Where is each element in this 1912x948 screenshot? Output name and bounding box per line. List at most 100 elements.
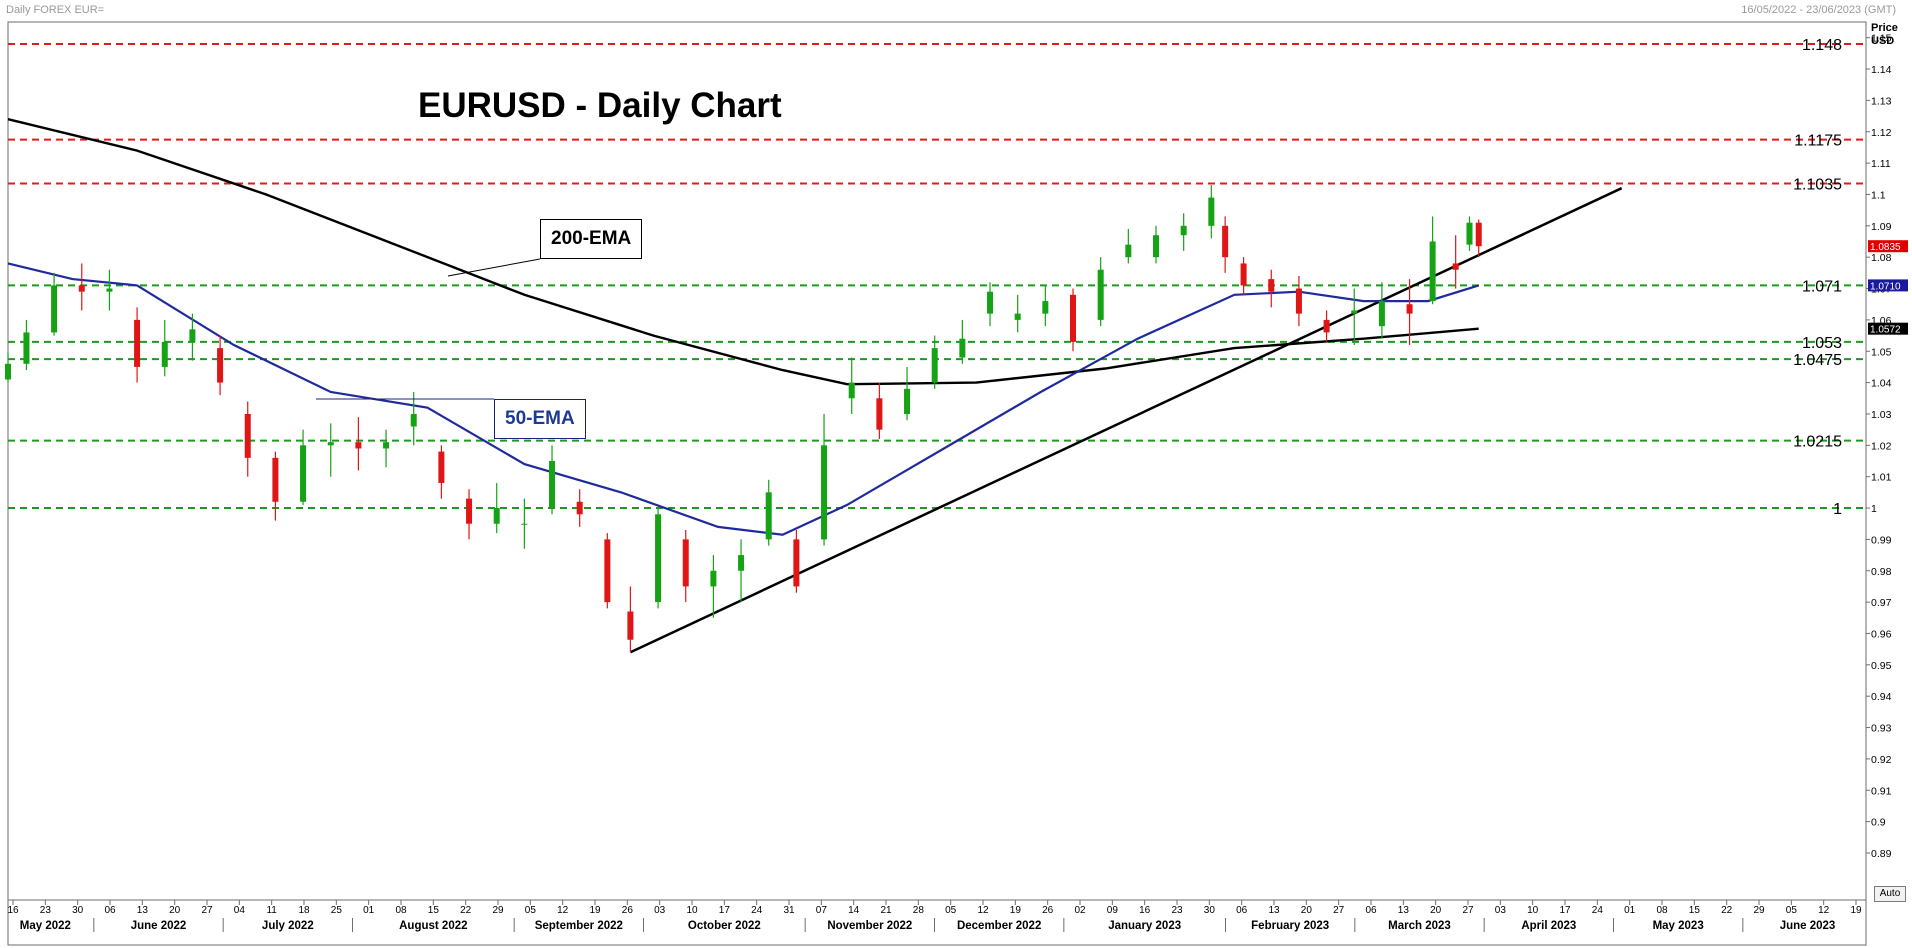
y-tick-label: 1.11 [1871, 158, 1891, 170]
y-tick-label: 0.91 [1871, 785, 1892, 797]
candle-up [161, 341, 168, 367]
candle-down [466, 498, 473, 524]
price-axis-label-line2: USD [1871, 35, 1895, 47]
candle-down [272, 457, 279, 502]
x-day-label: 19 [1010, 905, 1022, 916]
y-tick-label: 1 [1871, 503, 1877, 515]
trendline-layer [629, 187, 1623, 654]
x-day-label: 01 [363, 905, 375, 916]
candle-up [765, 492, 772, 540]
ema200-leader [447, 258, 541, 277]
ema200-line [7, 118, 1479, 386]
candle-up [1097, 269, 1104, 320]
candle-up [1042, 301, 1049, 314]
candle-up [23, 332, 30, 364]
x-day-label: 03 [654, 905, 666, 916]
x-month-label: May 2023 [1653, 920, 1704, 932]
candle-up [106, 288, 113, 292]
candle-down [134, 319, 141, 367]
x-day-label: 29 [492, 905, 504, 916]
x-day-label: 16 [1139, 905, 1151, 916]
candle-up [655, 514, 662, 603]
x-month-label: June 2023 [1780, 920, 1836, 932]
x-day-label: 29 [1753, 905, 1765, 916]
candle-up [987, 291, 994, 314]
x-day-label: 13 [1398, 905, 1410, 916]
candle-up [904, 388, 911, 414]
support-label: 1 [1833, 501, 1842, 518]
x-month-label: July 2022 [262, 920, 314, 932]
x-day-label: 13 [1268, 905, 1280, 916]
x-day-label: 27 [1462, 905, 1474, 916]
x-day-label: 20 [1430, 905, 1442, 916]
x-day-label: 20 [1301, 905, 1313, 916]
x-day-label: 23 [1171, 905, 1183, 916]
y-tick-label: 0.95 [1871, 660, 1892, 672]
x-day-label: 26 [622, 905, 634, 916]
candle-up [327, 442, 334, 446]
x-day-label: 31 [783, 905, 795, 916]
price-tag-box [1868, 279, 1908, 292]
price-axis-label: Price USD [1871, 22, 1898, 48]
axis-frame [7, 899, 1867, 946]
x-day-label: 27 [201, 905, 213, 916]
candle-up [821, 445, 828, 540]
ema50-line [7, 262, 1480, 536]
price-axis-label-line1: Price [1871, 22, 1898, 34]
candle-down [438, 451, 445, 483]
price-tag-label: 1.0710 [1870, 281, 1901, 292]
candle-down [1295, 288, 1302, 314]
resistance-label: 1.1175 [1794, 133, 1842, 150]
candle-up [549, 461, 556, 509]
x-day-label: 27 [1333, 905, 1345, 916]
y-tick-label: 0.98 [1871, 566, 1892, 578]
candle-down [682, 539, 689, 587]
resistance-label: 1.148 [1802, 37, 1842, 54]
candle-down [1452, 263, 1459, 270]
candle-layer [5, 185, 1482, 653]
candle-down [244, 413, 251, 458]
auto-scale-button[interactable]: Auto [1874, 886, 1906, 902]
candle-down [876, 398, 883, 430]
candle-up [1180, 225, 1187, 236]
y-tick-label: 1.12 [1871, 127, 1892, 139]
candle-down [1222, 225, 1229, 258]
x-day-label: 12 [1818, 905, 1830, 916]
x-day-label: 24 [1592, 905, 1604, 916]
x-day-label: 05 [1786, 905, 1798, 916]
x-day-label: 21 [880, 905, 892, 916]
candle-down [1475, 222, 1482, 247]
support-label: 1.053 [1802, 335, 1842, 352]
support-label: 1.071 [1802, 278, 1842, 295]
time-axis: 16 23 30 06 13 20 27 04 11 18 25 01 08 15 22 29 05 12 19 26… [7, 900, 1862, 932]
candle-up [1466, 222, 1473, 245]
y-tick-label: 1.05 [1871, 346, 1892, 358]
price-ticks: 0.89 0.9 0.91 0.92 0.93 0.94 0.95 0.96 0.97 0.98 0… [1866, 33, 1892, 860]
candle-down [627, 611, 634, 640]
y-tick-label: 0.96 [1871, 628, 1892, 640]
x-day-label: 22 [460, 905, 472, 916]
x-day-label: 02 [1074, 905, 1086, 916]
candle-up [1152, 235, 1159, 258]
ema200-label: 200-EMA [540, 219, 643, 259]
x-day-label: 19 [1850, 905, 1862, 916]
x-month-label: June 2022 [131, 920, 187, 932]
candle-down [793, 539, 800, 587]
x-day-label: 01 [1624, 905, 1636, 916]
x-day-label: 20 [169, 905, 181, 916]
candle-down [78, 285, 85, 292]
support-label: 1.0475 [1793, 352, 1842, 369]
x-day-label: 08 [395, 905, 407, 916]
candle-up [1378, 301, 1385, 327]
x-day-label: 12 [977, 905, 989, 916]
chart-title: EURUSD - Daily Chart [418, 86, 782, 125]
ema-layer [7, 118, 1480, 536]
x-month-label: February 2023 [1251, 920, 1329, 932]
x-day-label: 10 [686, 905, 698, 916]
plot-frame [7, 21, 1867, 901]
x-day-label: 16 [7, 905, 19, 916]
y-tick-label: 1.04 [1871, 378, 1892, 390]
x-day-label: 08 [1656, 905, 1668, 916]
